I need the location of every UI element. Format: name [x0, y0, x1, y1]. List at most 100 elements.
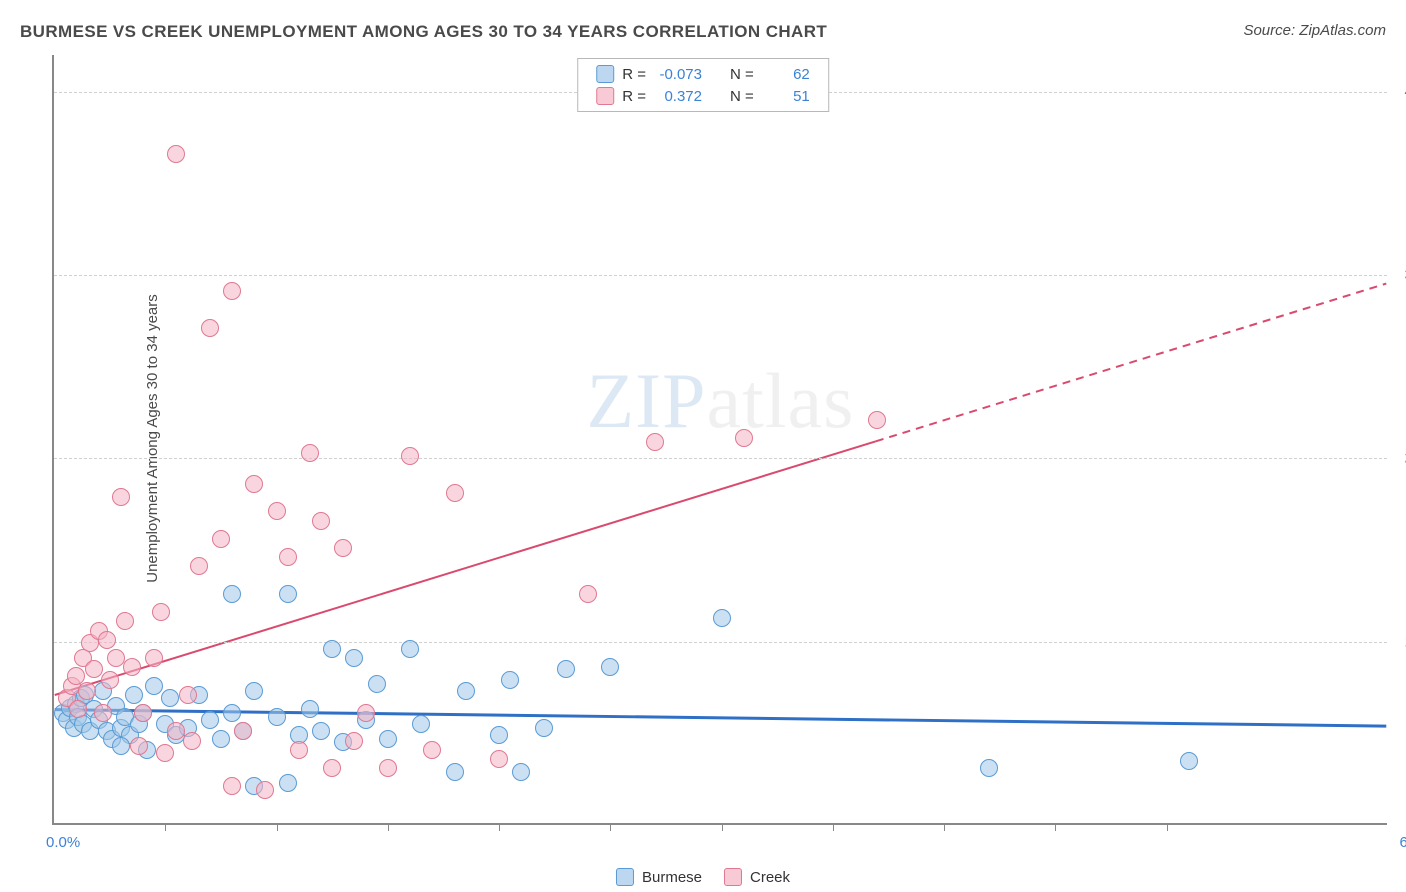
scatter-point — [223, 704, 241, 722]
legend-r-value: -0.073 — [654, 66, 702, 83]
scatter-point — [735, 429, 753, 447]
scatter-point — [490, 726, 508, 744]
scatter-point — [557, 660, 575, 678]
scatter-point — [112, 737, 130, 755]
scatter-point — [125, 686, 143, 704]
scatter-point — [98, 631, 116, 649]
scatter-point — [446, 484, 464, 502]
scatter-point — [212, 730, 230, 748]
x-tick — [1055, 823, 1056, 831]
grid-line — [54, 458, 1387, 459]
scatter-point — [379, 759, 397, 777]
chart-source: Source: ZipAtlas.com — [1243, 22, 1386, 39]
scatter-point — [134, 704, 152, 722]
x-tick — [722, 823, 723, 831]
scatter-point — [167, 145, 185, 163]
scatter-point — [323, 759, 341, 777]
scatter-point — [1180, 752, 1198, 770]
series-legend-item: Burmese — [616, 868, 702, 886]
scatter-point — [535, 719, 553, 737]
legend-swatch-icon — [596, 65, 614, 83]
x-tick — [388, 823, 389, 831]
scatter-point — [345, 732, 363, 750]
scatter-point — [279, 774, 297, 792]
x-origin-label: 0.0% — [46, 834, 80, 851]
regression-line-dashed — [876, 284, 1386, 442]
legend-swatch-icon — [596, 87, 614, 105]
scatter-point — [646, 433, 664, 451]
x-tick — [499, 823, 500, 831]
scatter-point — [223, 585, 241, 603]
scatter-point — [301, 700, 319, 718]
scatter-point — [446, 763, 464, 781]
regression-line — [55, 710, 1387, 726]
chart-title: BURMESE VS CREEK UNEMPLOYMENT AMONG AGES… — [20, 22, 827, 42]
scatter-point — [279, 585, 297, 603]
scatter-point — [312, 722, 330, 740]
grid-line — [54, 275, 1387, 276]
scatter-point — [78, 682, 96, 700]
scatter-point — [980, 759, 998, 777]
scatter-point — [145, 677, 163, 695]
scatter-point — [334, 539, 352, 557]
scatter-point — [201, 319, 219, 337]
legend-r-value: 0.372 — [654, 88, 702, 105]
scatter-point — [234, 722, 252, 740]
series-legend-item: Creek — [724, 868, 790, 886]
correlation-legend-row: R =-0.073N =62 — [596, 63, 810, 85]
scatter-point — [512, 763, 530, 781]
scatter-point — [457, 682, 475, 700]
scatter-point — [94, 704, 112, 722]
scatter-point — [223, 282, 241, 300]
x-tick — [944, 823, 945, 831]
scatter-point — [368, 675, 386, 693]
series-legend: Burmese Creek — [616, 868, 790, 886]
scatter-point — [279, 548, 297, 566]
scatter-point — [423, 741, 441, 759]
scatter-point — [161, 689, 179, 707]
scatter-point — [379, 730, 397, 748]
x-tick — [165, 823, 166, 831]
legend-n-label: N = — [730, 66, 754, 83]
scatter-point — [357, 704, 375, 722]
scatter-point — [223, 777, 241, 795]
scatter-point — [69, 700, 87, 718]
scatter-point — [268, 708, 286, 726]
correlation-legend-row: R =0.372N =51 — [596, 85, 810, 107]
scatter-point — [152, 603, 170, 621]
x-end-label: 60.0% — [1399, 834, 1406, 851]
regression-line-solid — [55, 441, 876, 695]
scatter-point — [245, 682, 263, 700]
scatter-point — [130, 737, 148, 755]
scatter-point — [290, 741, 308, 759]
scatter-point — [179, 686, 197, 704]
grid-line — [54, 642, 1387, 643]
scatter-point — [301, 444, 319, 462]
x-tick — [1167, 823, 1168, 831]
series-legend-label: Burmese — [642, 869, 702, 886]
series-legend-label: Creek — [750, 869, 790, 886]
scatter-point — [501, 671, 519, 689]
scatter-point — [112, 488, 130, 506]
scatter-point — [116, 612, 134, 630]
x-tick — [610, 823, 611, 831]
scatter-point — [401, 447, 419, 465]
correlation-legend: R =-0.073N =62R =0.372N =51 — [577, 58, 829, 112]
watermark: ZIPatlas — [587, 356, 855, 446]
legend-swatch-icon — [724, 868, 742, 886]
scatter-point — [868, 411, 886, 429]
scatter-point — [85, 660, 103, 678]
scatter-point — [183, 732, 201, 750]
scatter-point — [190, 557, 208, 575]
legend-n-label: N = — [730, 88, 754, 105]
scatter-point — [713, 609, 731, 627]
scatter-point — [412, 715, 430, 733]
scatter-point — [579, 585, 597, 603]
scatter-point — [123, 658, 141, 676]
scatter-point — [145, 649, 163, 667]
scatter-point — [268, 502, 286, 520]
scatter-point — [345, 649, 363, 667]
scatter-point — [256, 781, 274, 799]
legend-swatch-icon — [616, 868, 634, 886]
legend-n-value: 62 — [762, 66, 810, 83]
